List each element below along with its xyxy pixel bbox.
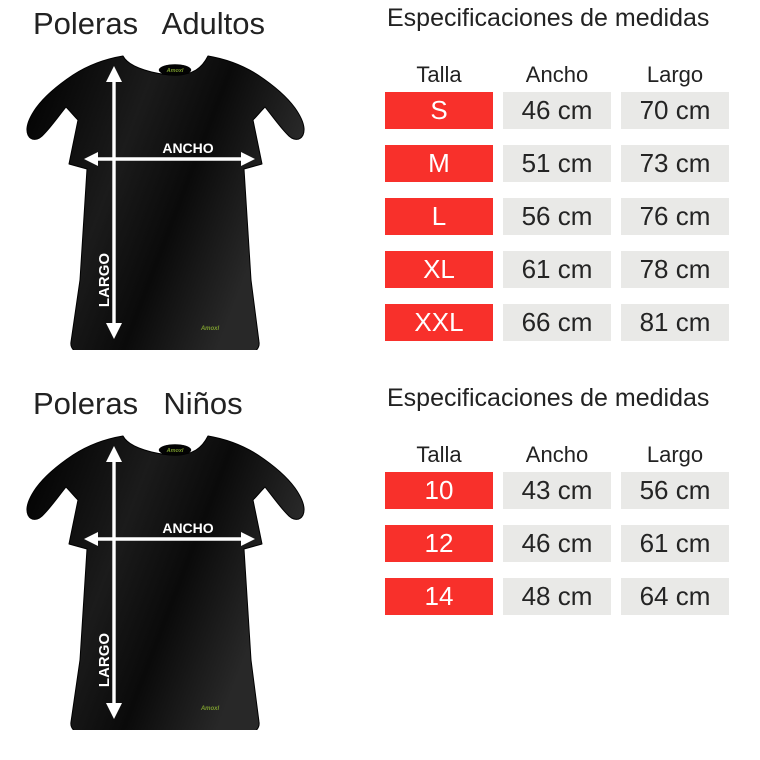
svg-text:ANCHO: ANCHO xyxy=(162,140,213,156)
svg-text:Amoxl: Amoxl xyxy=(166,68,184,74)
svg-text:Amoxl: Amoxl xyxy=(200,706,220,712)
svg-text:LARGO: LARGO xyxy=(96,253,113,307)
svg-text:Amoxl: Amoxl xyxy=(166,448,184,454)
svg-text:Amoxl: Amoxl xyxy=(200,326,220,332)
svg-text:LARGO: LARGO xyxy=(96,633,113,687)
svg-text:ANCHO: ANCHO xyxy=(162,520,213,536)
